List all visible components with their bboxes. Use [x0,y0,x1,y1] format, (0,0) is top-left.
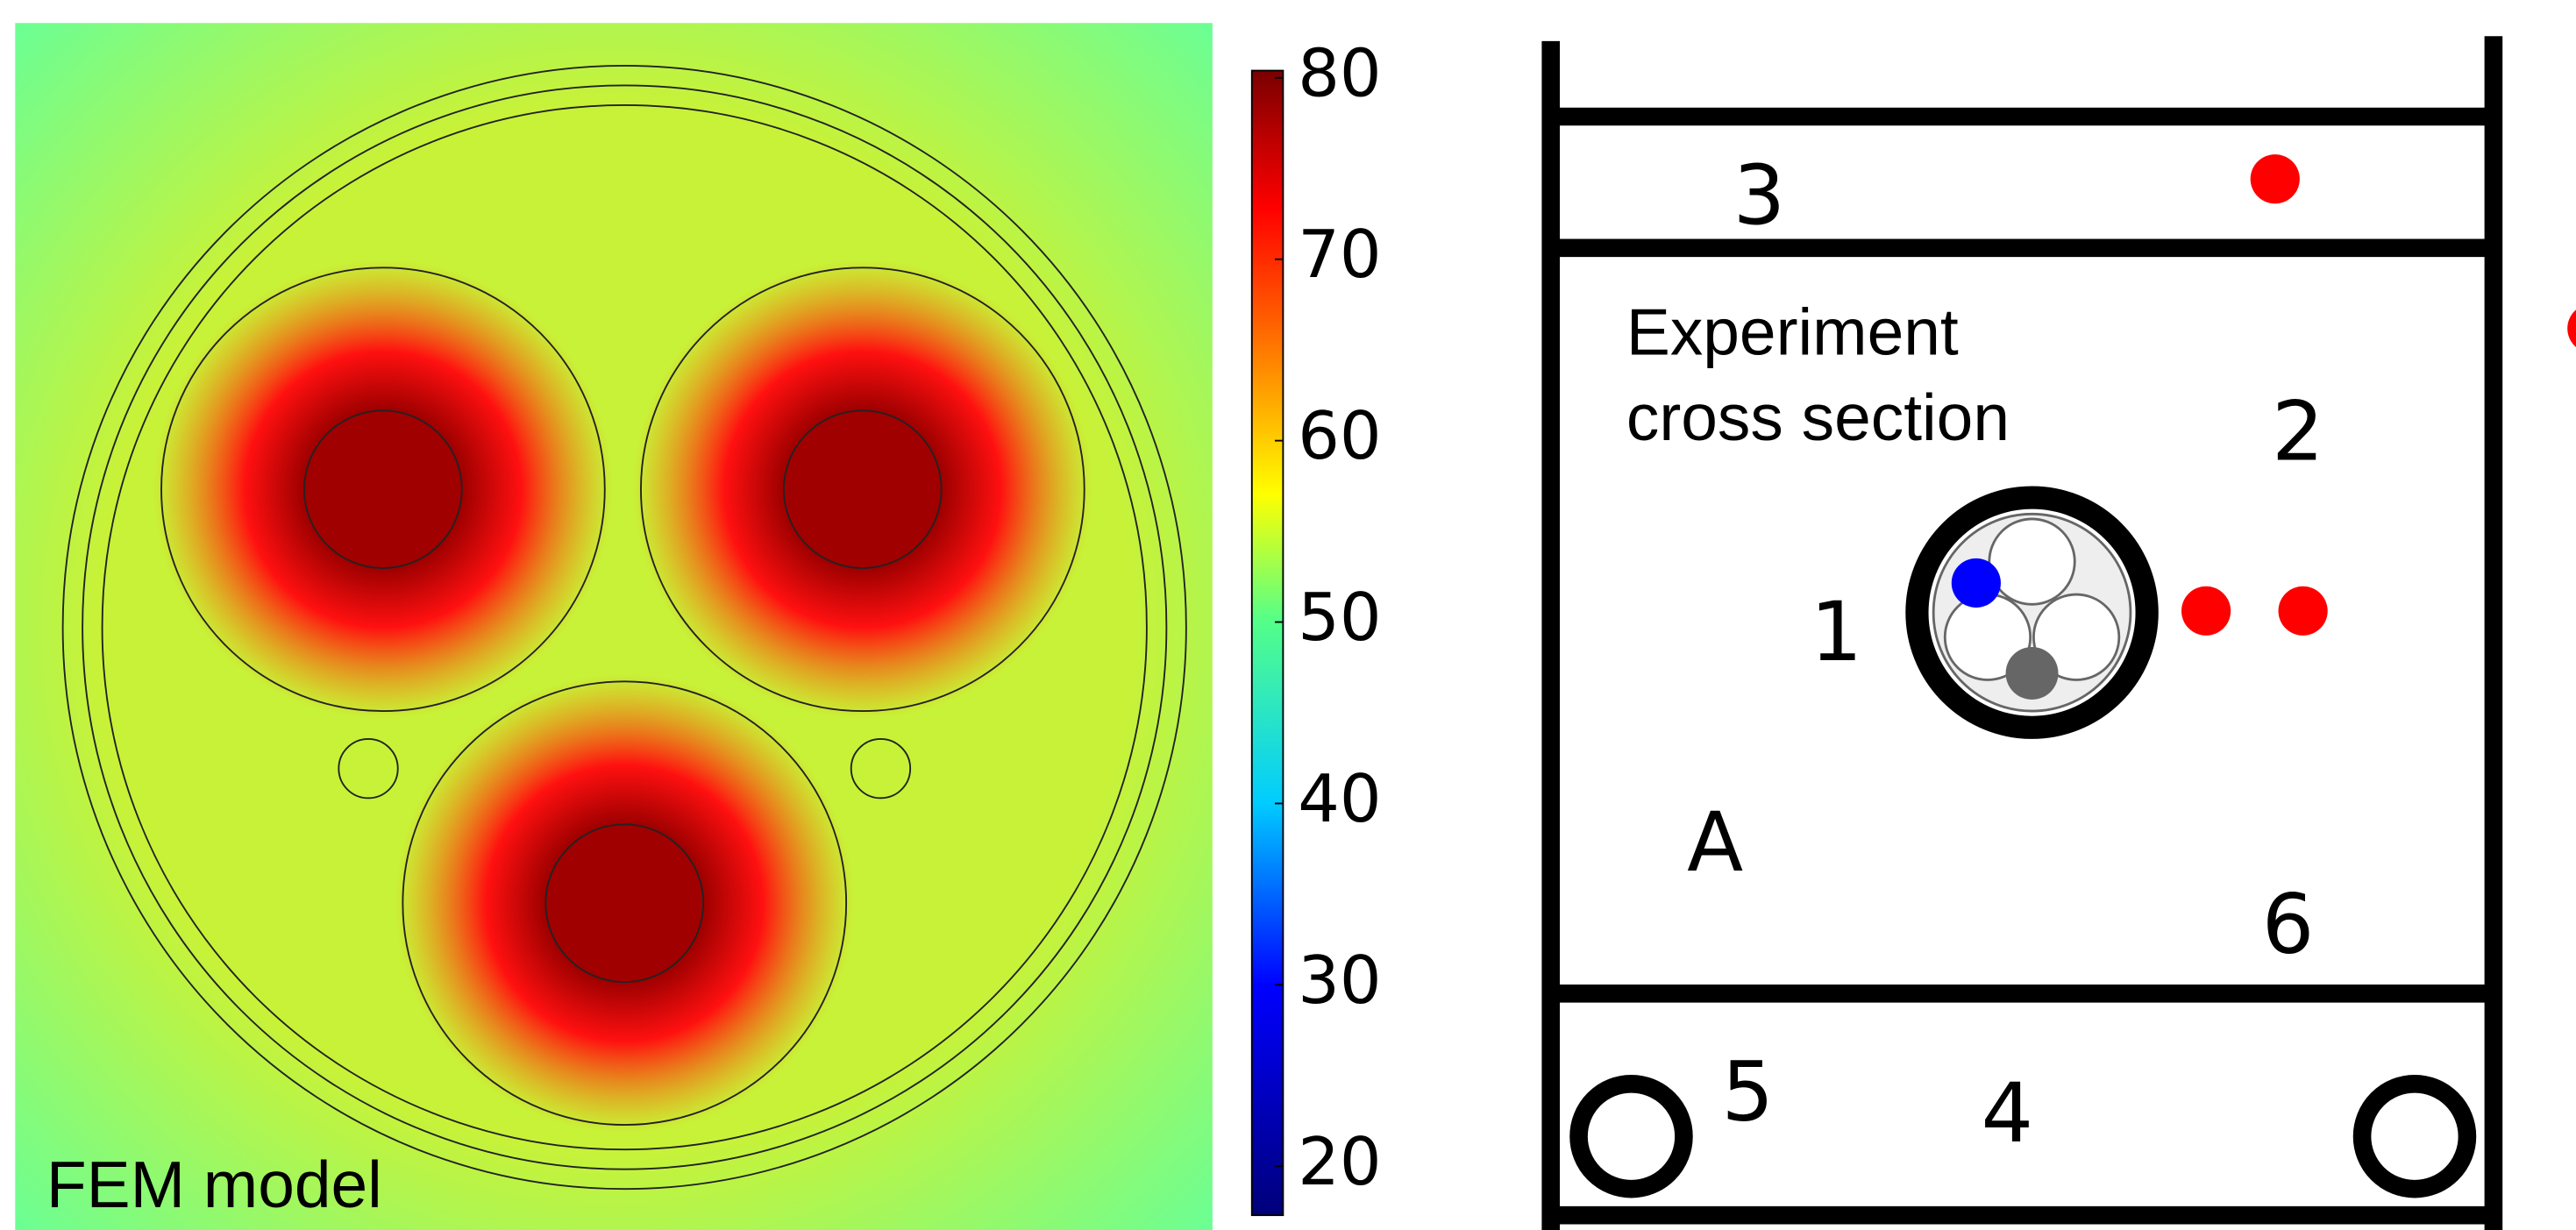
label: 6 [2262,877,2315,972]
label: 1 [1811,585,1863,680]
label: 5 [1722,1044,1775,1140]
pipe [2362,1084,2467,1189]
experiment-title: Experiment [1626,295,1959,369]
colorbar-tick-label: 40 [1298,760,1381,837]
colorbar-tick-label: 60 [1298,397,1381,474]
colorbar-tick-label: 80 [1298,34,1381,111]
fem-model: FEM model [15,23,1213,1230]
colorbar: 20 30 40 50 60 70 80 [1252,34,1382,1215]
sensor-red [2279,587,2328,636]
hot-zone [153,260,613,719]
sensor-red [2181,587,2231,636]
fem-label: FEM model [46,1148,382,1221]
colorbar-tick-label: 20 [1298,1123,1381,1200]
cable-core [1989,519,2074,604]
colorbar-scale [1252,71,1284,1216]
experiment: Experiment cross section 3 2 1 A 6 5 4 [1551,36,2576,1230]
sensor-blue [1952,558,2001,608]
page: {"fem": {"label": "FEM model"}, "colorba… [0,0,2576,1230]
label: 2 [2272,384,2324,480]
label: A [1687,795,1743,891]
colorbar-tick-label: 50 [1298,579,1381,656]
hot-zone [395,673,854,1133]
sensor-gray [2006,647,2059,700]
colorbar-tick-label: 70 [1298,216,1381,293]
pipe [1579,1084,1684,1189]
figure: FEM model 20 30 40 50 60 70 80 Experiment cros… [0,0,2576,1230]
hot-zone [633,260,1092,719]
sensor-red [2567,304,2576,353]
sensor-red [2251,154,2300,203]
colorbar-tick-label: 30 [1298,942,1381,1019]
experiment-title: cross section [1626,380,2010,454]
label: 4 [1981,1066,2033,1162]
label: 3 [1733,148,1786,244]
